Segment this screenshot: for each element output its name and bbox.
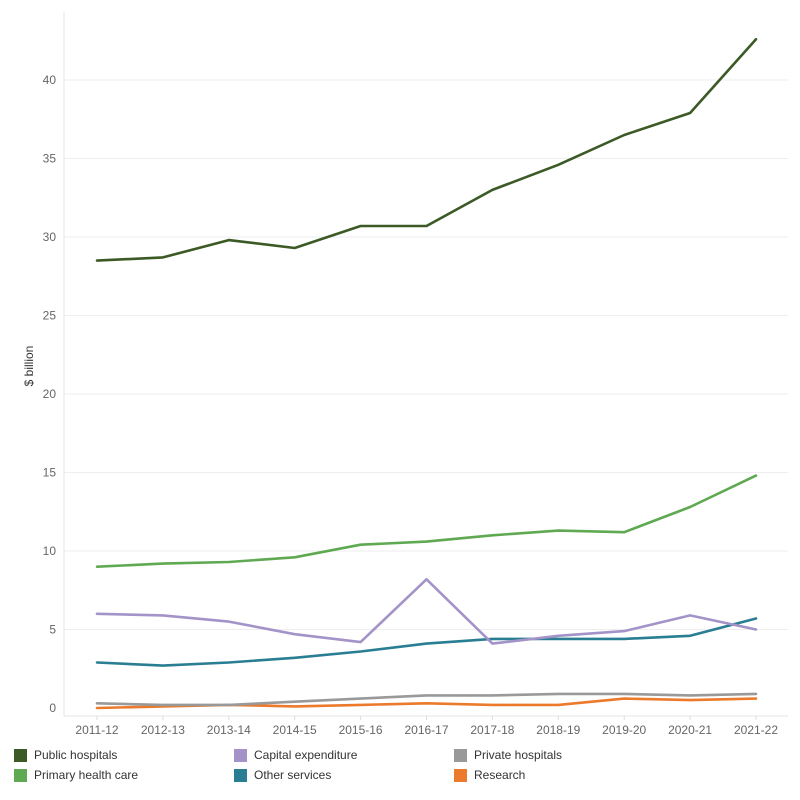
series-lines [95, 37, 758, 710]
legend-swatch-research [454, 768, 467, 782]
y-axis-label: $ billion [22, 346, 36, 387]
series-line-research [95, 697, 758, 710]
legend-label-primary-health-care: Primary health care [34, 768, 139, 782]
series-line-primary-health-care [95, 474, 758, 569]
series-line-private-hospitals [95, 692, 758, 707]
y-tick-label-40: 40 [43, 73, 57, 87]
y-tick-label-0: 0 [49, 701, 56, 715]
y-tick-label-5: 5 [49, 623, 56, 637]
y-tick-label-25: 25 [43, 309, 57, 323]
series-line-public-hospitals [95, 37, 758, 262]
y-tick-label-35: 35 [43, 152, 57, 166]
series-line-other-services [95, 617, 758, 667]
x-tick-label-2012-13: 2012-13 [141, 723, 185, 737]
legend-swatch-other-services [234, 768, 247, 782]
x-tick-label-2017-18: 2017-18 [470, 723, 514, 737]
gridlines [64, 79, 788, 630]
legend-swatch-capital-expenditure [234, 748, 247, 762]
x-tick-label-2015-16: 2015-16 [339, 723, 383, 737]
legend-swatch-primary-health-care [14, 768, 27, 782]
legend-item-primary-health-care[interactable]: Primary health care [14, 768, 138, 782]
legend-item-other-services[interactable]: Other services [234, 768, 331, 782]
legend-item-research[interactable]: Research [454, 768, 525, 782]
x-tick-label-2011-12: 2011-12 [75, 723, 118, 737]
x-tick-label-2014-15: 2014-15 [273, 723, 317, 737]
x-tick-label-2016-17: 2016-17 [404, 723, 448, 737]
legend-label-public-hospitals: Public hospitals [34, 748, 118, 762]
legend-label-private-hospitals: Private hospitals [474, 748, 563, 762]
series-line-capital-expenditure [95, 577, 758, 645]
y-tick-label-30: 30 [43, 230, 57, 244]
legend-item-capital-expenditure[interactable]: Capital expenditure [234, 748, 357, 762]
legend-label-other-services: Other services [254, 768, 332, 782]
legend-swatch-private-hospitals [454, 748, 467, 762]
axes: 0 5 10 15 20 25 30 35 40 2011-12 2012-13 2013-14 201… [43, 12, 788, 737]
legend-label-capital-expenditure: Capital expenditure [254, 748, 358, 762]
x-tick-label-2019-20: 2019-20 [602, 723, 646, 737]
x-tick-label-2013-14: 2013-14 [207, 723, 251, 737]
legend-label-research: Research [474, 768, 526, 782]
legend-item-private-hospitals[interactable]: Private hospitals [454, 748, 562, 762]
legend-swatch-public-hospitals [14, 748, 27, 762]
y-tick-label-20: 20 [43, 387, 57, 401]
y-tick-label-10: 10 [43, 544, 57, 558]
legend: Public hospitals Primary health care Cap… [14, 744, 794, 794]
x-tick-label-2021-22: 2021-22 [734, 723, 778, 737]
y-tick-label-15: 15 [43, 466, 57, 480]
x-tick-label-2018-19: 2018-19 [536, 723, 580, 737]
x-tick-label-2020-21: 2020-21 [668, 723, 712, 737]
legend-item-public-hospitals[interactable]: Public hospitals [14, 748, 117, 762]
